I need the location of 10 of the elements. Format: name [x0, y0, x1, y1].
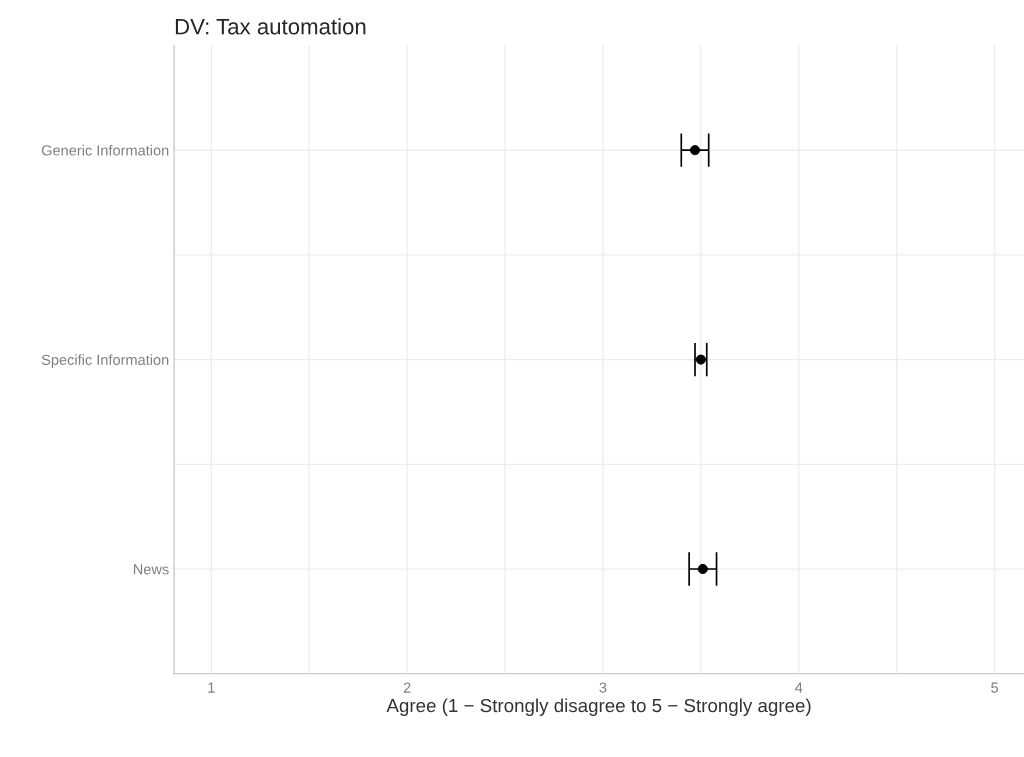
y-tick-label: Generic Information	[41, 144, 169, 156]
chart-title: DV: Tax automation	[175, 18, 366, 35]
x-tick-label: 4	[795, 682, 803, 693]
x-tick-label: 3	[599, 682, 607, 693]
x-tick-label: 2	[403, 682, 411, 693]
x-axis-title: Agree (1 − Strongly disagree to 5 − Strongly agree)	[386, 698, 811, 716]
y-tick-label: News	[133, 564, 169, 575]
x-tick-label: 1	[208, 682, 215, 693]
y-tick-label: Specific Information	[41, 354, 169, 368]
x-tick-label: 5	[991, 682, 999, 693]
